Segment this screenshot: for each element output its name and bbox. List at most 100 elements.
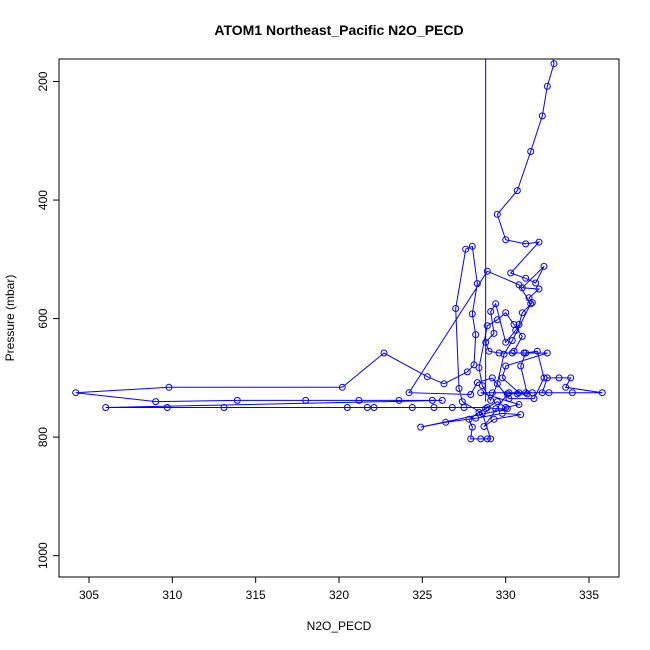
data-point (467, 435, 475, 443)
data-point (468, 423, 476, 431)
data-point (532, 279, 540, 287)
data-point (440, 380, 448, 388)
data-point (455, 385, 463, 392)
data-point (495, 349, 503, 357)
x-tick-label: 310 (162, 588, 182, 602)
data-point (510, 347, 518, 355)
data-point (428, 396, 436, 404)
y-axis: 200 400 600 800 1000 (36, 71, 59, 569)
data-point (417, 423, 425, 431)
data-point (343, 404, 351, 411)
data-point (462, 245, 470, 253)
data-point (478, 409, 486, 417)
data-point (473, 280, 481, 288)
y-tick-label: 200 (36, 71, 50, 91)
data-point (475, 364, 483, 372)
data-point (502, 404, 510, 411)
data-point (493, 398, 501, 406)
data-point (448, 404, 456, 411)
data-point (483, 404, 491, 411)
x-tick-label: 325 (412, 588, 432, 602)
data-point (543, 349, 551, 357)
data-point (503, 405, 511, 413)
data-point (515, 389, 523, 397)
data-point (475, 408, 483, 416)
data-point (483, 322, 491, 330)
data-point (472, 331, 480, 339)
data-point (102, 404, 110, 411)
data-point (473, 379, 481, 387)
x-tick-label: 330 (496, 588, 516, 602)
data-point (493, 210, 501, 218)
data-point (492, 300, 500, 308)
data-point (485, 347, 493, 355)
data-point (567, 374, 575, 382)
data-point (472, 414, 480, 422)
data-point (515, 321, 523, 328)
data-point (500, 350, 508, 358)
data-point (468, 310, 476, 318)
data-point (220, 404, 228, 411)
data-point (395, 396, 403, 404)
data-point (545, 389, 553, 397)
data-point (483, 435, 491, 443)
data-point (152, 398, 160, 406)
data-point (302, 396, 310, 404)
data-point (538, 112, 546, 120)
data-series (75, 59, 603, 440)
data-point (502, 338, 510, 346)
data-point (555, 374, 563, 382)
data-point (502, 362, 510, 370)
data-point (163, 404, 171, 411)
x-tick-label: 320 (329, 588, 349, 602)
data-point (483, 267, 491, 275)
y-axis-label: Pressure (mbar) (3, 275, 17, 362)
data-point (452, 305, 460, 312)
data-point (522, 349, 530, 357)
data-point (478, 382, 486, 390)
data-point (338, 383, 346, 391)
data-point (442, 418, 450, 426)
data-point (405, 389, 413, 397)
data-point (527, 300, 535, 308)
data-point (488, 374, 496, 382)
data-point (493, 316, 501, 324)
data-point (515, 401, 523, 408)
data-point (363, 404, 371, 411)
data-point (550, 60, 558, 68)
data-point (517, 411, 525, 419)
data-point (487, 308, 495, 315)
data-point (518, 332, 526, 340)
x-axis: 305 310 315 320 325 330 335 (79, 577, 599, 602)
data-point (463, 368, 471, 376)
data-point (515, 281, 523, 289)
data-point (538, 389, 546, 397)
y-tick-label: 600 (36, 308, 50, 328)
data-point (513, 187, 521, 195)
data-point (527, 148, 535, 155)
data-point (562, 383, 570, 391)
data-point (355, 396, 363, 404)
data-point (568, 389, 576, 397)
data-point (502, 236, 510, 244)
data-point (487, 435, 495, 443)
data-point (488, 389, 496, 397)
series-line (75, 59, 603, 440)
data-point (165, 383, 173, 391)
data-point (513, 390, 521, 398)
data-point (477, 389, 485, 397)
data-point (518, 309, 526, 317)
data-point (467, 391, 475, 398)
data-point (540, 374, 548, 382)
data-point (508, 349, 516, 357)
data-point (487, 396, 495, 404)
data-point (492, 405, 500, 413)
data-point (507, 269, 515, 277)
data-point (530, 395, 538, 403)
y-tick-label: 800 (36, 427, 50, 447)
data-point (528, 299, 536, 307)
data-point (523, 390, 531, 398)
data-point (480, 423, 488, 430)
